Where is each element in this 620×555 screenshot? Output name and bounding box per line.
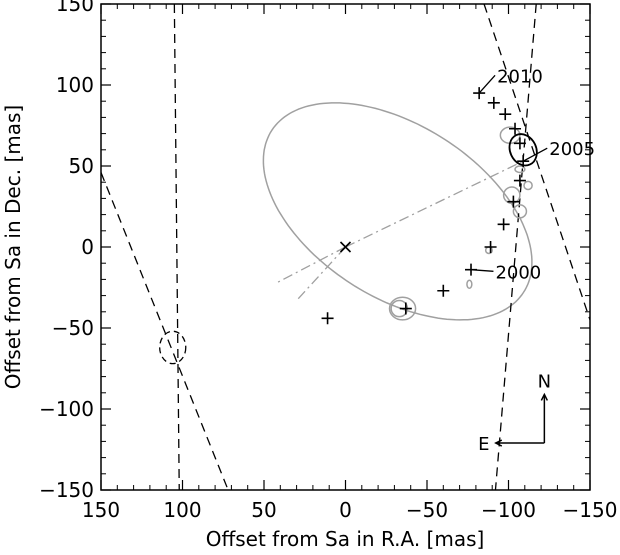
position-marker-11 — [499, 108, 512, 121]
axes-layer: 150 100 50 0 −50 −100 −150 −150 −100 −50 0 50 100 150 — [39, 0, 617, 522]
x-tick-label-150: 150 — [82, 498, 120, 522]
dash-dot-line-0 — [345, 160, 524, 248]
compass-layer: NE — [478, 371, 551, 455]
dashed-line-0 — [173, 4, 180, 490]
dashed-line-1 — [101, 172, 229, 490]
y-tick-label--50: −50 — [52, 316, 94, 340]
error-ellipse-0 — [388, 296, 417, 321]
y-tick-label-150: 150 — [56, 0, 94, 16]
annotation-label-2010: 2010 — [497, 66, 543, 87]
primary-marker — [339, 241, 352, 253]
position-marker-9 — [513, 137, 526, 150]
annotation-leader-2 — [470, 269, 494, 272]
dash-dot-line-2 — [296, 246, 346, 301]
error-ellipse-2 — [466, 279, 473, 290]
error-ellipses-layer — [388, 126, 538, 321]
error-ellipse-4 — [502, 186, 521, 205]
compass-north-arrowhead — [540, 392, 549, 401]
x-tick-label-0: 0 — [339, 498, 352, 522]
annotations-layer: 2010 2005 2000 — [470, 66, 595, 283]
highlight-ellipse — [508, 133, 538, 167]
position-marker-10 — [509, 122, 522, 135]
x-tick-label--50: −50 — [406, 498, 448, 522]
reference-lines-layer — [101, 4, 590, 490]
x-tick-label--100: −100 — [481, 498, 536, 522]
orbit-curve — [262, 102, 533, 321]
position-marker-12 — [487, 96, 500, 109]
error-ellipse-5 — [512, 204, 528, 219]
position-marker-4 — [484, 241, 497, 253]
error-ellipse-7 — [514, 165, 526, 174]
y-tick-label--100: −100 — [39, 397, 94, 421]
position-marker-5 — [497, 218, 510, 231]
x-tick-label--150: −150 — [563, 498, 618, 522]
position-marker-6 — [507, 195, 520, 208]
dashed-circle — [159, 330, 187, 365]
error-ellipse-6 — [523, 180, 533, 191]
positions-layer — [321, 87, 530, 325]
position-marker-7 — [513, 174, 526, 187]
orbit-layer — [262, 102, 533, 321]
dashed-line-3 — [483, 4, 590, 321]
y-tick-label-50: 50 — [69, 154, 94, 178]
position-marker-1 — [399, 302, 412, 315]
y-tick-label-100: 100 — [56, 73, 94, 97]
dashed-line-2 — [494, 4, 537, 490]
position-marker-2 — [437, 284, 450, 297]
y-axis-label: Offset from Sa in Dec. [mas] — [1, 105, 25, 389]
x-tick-label-50: 50 — [251, 498, 276, 522]
y-tick-label-0: 0 — [81, 235, 94, 259]
x-tick-label-100: 100 — [163, 498, 201, 522]
dash-dot-line-1 — [276, 246, 346, 284]
annotation-label-2005: 2005 — [549, 139, 595, 160]
y-tick-label--150: −150 — [39, 478, 94, 502]
position-marker-0 — [321, 312, 334, 325]
annotation-leader-0 — [478, 74, 496, 94]
annotation-leader-1 — [522, 147, 548, 162]
x-axis-label: Offset from Sa in R.A. [mas] — [206, 527, 485, 551]
compass-east-label: E — [478, 434, 489, 455]
annotation-label-2000: 2000 — [495, 262, 541, 283]
compass-east-arrowhead — [494, 439, 503, 447]
compass-north-label: N — [538, 371, 551, 392]
